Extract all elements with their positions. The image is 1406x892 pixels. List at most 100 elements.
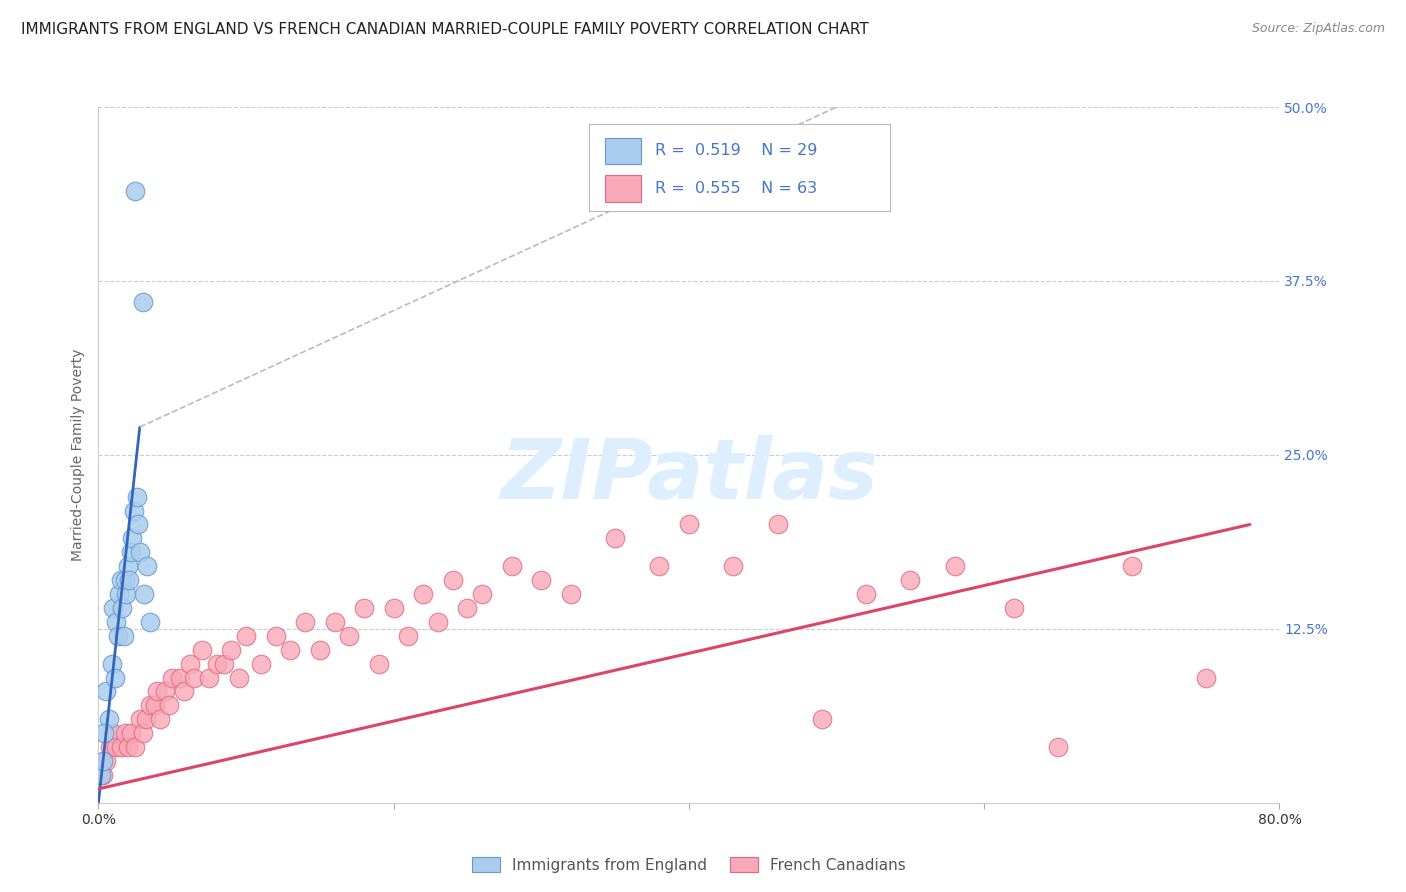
Point bbox=[1195, 671, 1218, 685]
Point bbox=[353, 601, 375, 615]
Point bbox=[530, 573, 553, 587]
Point bbox=[235, 629, 257, 643]
Point bbox=[264, 629, 287, 643]
Point bbox=[122, 503, 145, 517]
Point bbox=[120, 545, 142, 559]
Point bbox=[228, 671, 250, 685]
Point bbox=[382, 601, 405, 615]
Point bbox=[136, 559, 159, 574]
Point bbox=[179, 657, 201, 671]
Point bbox=[132, 726, 155, 740]
Point bbox=[396, 629, 419, 643]
Point bbox=[117, 740, 139, 755]
Point bbox=[339, 629, 360, 643]
Point bbox=[135, 712, 157, 726]
Point bbox=[98, 740, 121, 755]
Text: R =  0.519    N = 29: R = 0.519 N = 29 bbox=[655, 144, 817, 159]
Point bbox=[1002, 601, 1025, 615]
Point bbox=[723, 559, 745, 574]
Point bbox=[114, 726, 136, 740]
Point bbox=[294, 615, 316, 629]
Point bbox=[91, 768, 114, 782]
Point bbox=[648, 559, 671, 574]
Point bbox=[278, 642, 302, 657]
Point bbox=[219, 642, 242, 657]
Point bbox=[1121, 559, 1143, 574]
Text: Source: ZipAtlas.com: Source: ZipAtlas.com bbox=[1251, 22, 1385, 36]
Point bbox=[134, 587, 156, 601]
Point bbox=[104, 671, 127, 685]
Point bbox=[103, 601, 125, 615]
Point bbox=[105, 615, 128, 629]
Point bbox=[107, 629, 129, 643]
Point bbox=[90, 768, 112, 782]
Point bbox=[139, 615, 162, 629]
Point bbox=[412, 587, 434, 601]
Point bbox=[124, 184, 146, 198]
Point bbox=[118, 573, 141, 587]
Point bbox=[110, 573, 132, 587]
Point bbox=[146, 684, 169, 698]
Point bbox=[169, 671, 191, 685]
Point bbox=[766, 517, 789, 532]
FancyBboxPatch shape bbox=[605, 137, 641, 164]
Point bbox=[427, 615, 450, 629]
Point bbox=[94, 754, 117, 768]
Point bbox=[120, 726, 142, 740]
Point bbox=[115, 587, 138, 601]
Legend: Immigrants from England, French Canadians: Immigrants from England, French Canadian… bbox=[467, 850, 911, 879]
Point bbox=[111, 601, 134, 615]
Point bbox=[191, 642, 214, 657]
Point bbox=[368, 657, 391, 671]
Point bbox=[157, 698, 180, 713]
Y-axis label: Married-Couple Family Poverty: Married-Couple Family Poverty bbox=[72, 349, 86, 561]
Point bbox=[810, 712, 832, 726]
Point bbox=[124, 740, 146, 755]
FancyBboxPatch shape bbox=[589, 124, 890, 211]
Point bbox=[605, 532, 627, 546]
Point bbox=[110, 740, 132, 755]
Text: R =  0.555    N = 63: R = 0.555 N = 63 bbox=[655, 181, 817, 196]
Point bbox=[114, 573, 136, 587]
Point bbox=[94, 684, 117, 698]
Point bbox=[127, 517, 149, 532]
Point bbox=[128, 545, 150, 559]
Point bbox=[1046, 740, 1069, 755]
Point bbox=[100, 657, 122, 671]
Point bbox=[943, 559, 966, 574]
Point bbox=[103, 726, 125, 740]
Point bbox=[198, 671, 221, 685]
Point bbox=[501, 559, 523, 574]
Point bbox=[132, 294, 155, 309]
Point bbox=[212, 657, 235, 671]
Point bbox=[855, 587, 877, 601]
Text: IMMIGRANTS FROM ENGLAND VS FRENCH CANADIAN MARRIED-COUPLE FAMILY POVERTY CORRELA: IMMIGRANTS FROM ENGLAND VS FRENCH CANADI… bbox=[21, 22, 869, 37]
Point bbox=[560, 587, 582, 601]
Point bbox=[900, 573, 922, 587]
Point bbox=[128, 712, 150, 726]
Point bbox=[125, 490, 148, 504]
Point bbox=[205, 657, 228, 671]
Point bbox=[309, 642, 332, 657]
Point bbox=[105, 740, 128, 755]
Point bbox=[456, 601, 478, 615]
Point bbox=[183, 671, 205, 685]
Point bbox=[153, 684, 176, 698]
Point bbox=[173, 684, 195, 698]
Text: ZIPatlas: ZIPatlas bbox=[501, 435, 877, 516]
Point bbox=[149, 712, 172, 726]
Point bbox=[162, 671, 183, 685]
Point bbox=[471, 587, 494, 601]
Point bbox=[139, 698, 162, 713]
Point bbox=[93, 726, 115, 740]
Point bbox=[112, 629, 135, 643]
FancyBboxPatch shape bbox=[605, 175, 641, 202]
Point bbox=[117, 559, 139, 574]
Point bbox=[97, 712, 120, 726]
Point bbox=[441, 573, 464, 587]
Point bbox=[108, 587, 131, 601]
Point bbox=[323, 615, 346, 629]
Point bbox=[121, 532, 143, 546]
Point bbox=[678, 517, 700, 532]
Point bbox=[91, 754, 114, 768]
